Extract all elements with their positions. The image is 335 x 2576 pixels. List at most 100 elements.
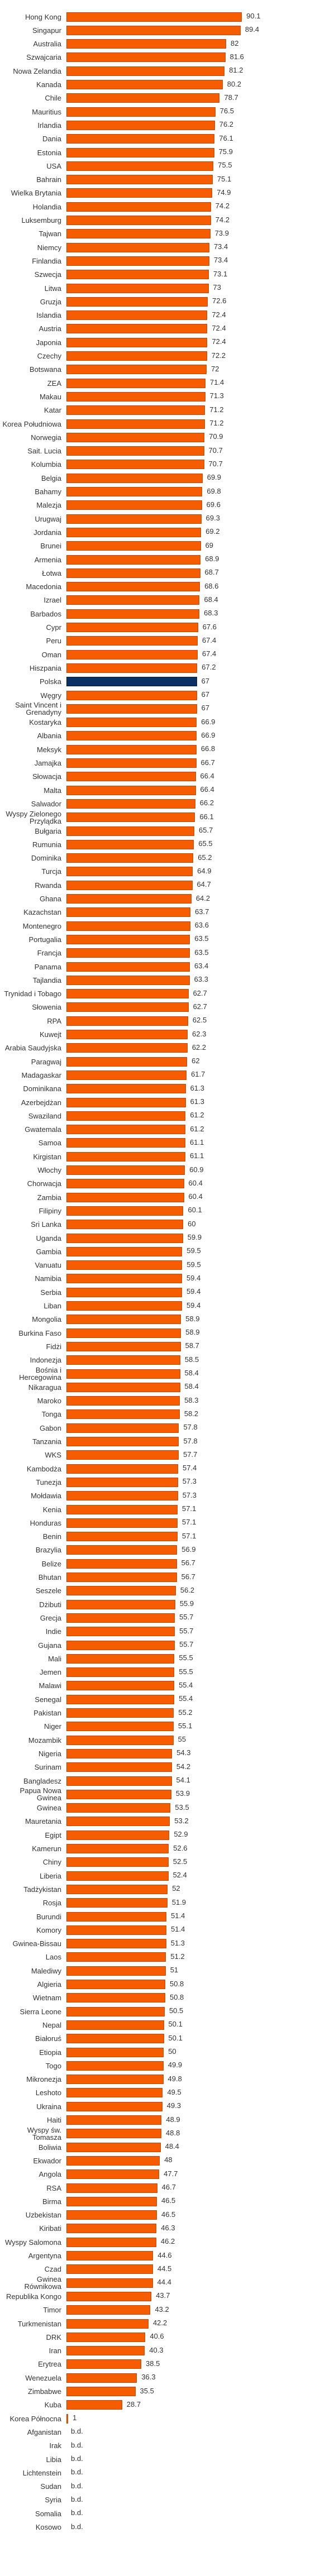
bar bbox=[66, 1722, 174, 1732]
category-label: Niger bbox=[44, 1722, 61, 1731]
value-label: b.d. bbox=[71, 2440, 83, 2449]
category-label: Estonia bbox=[37, 148, 61, 157]
value-label: 60.9 bbox=[189, 1165, 204, 1174]
category-label: Libia bbox=[46, 2455, 61, 2464]
category-label-box: Bahamy bbox=[0, 484, 61, 500]
category-label-box: Wielka Brytania bbox=[0, 185, 61, 201]
category-label-box: Estonia bbox=[0, 145, 61, 160]
category-label: Kanada bbox=[36, 80, 61, 89]
bar bbox=[66, 595, 200, 605]
value-label: 54.3 bbox=[176, 1748, 191, 1757]
category-label: Nepal bbox=[42, 2020, 61, 2029]
category-label: Gwinea Równikowa bbox=[24, 2275, 61, 2291]
category-label: Chorwacja bbox=[27, 1179, 61, 1188]
category-label: Rosja bbox=[42, 1899, 61, 1908]
bar bbox=[66, 1369, 180, 1379]
value-label: 64.2 bbox=[195, 893, 210, 902]
category-label-box: Afganistan bbox=[0, 2424, 61, 2440]
bar bbox=[66, 894, 192, 904]
bar bbox=[66, 1599, 175, 1609]
value-label: 44.6 bbox=[157, 2250, 172, 2259]
category-label: Tajwan bbox=[39, 230, 61, 238]
bar bbox=[66, 1830, 170, 1840]
bar bbox=[66, 297, 208, 307]
value-label: 62.7 bbox=[193, 988, 207, 997]
category-label: Namibia bbox=[35, 1274, 61, 1283]
bar bbox=[66, 527, 202, 537]
category-label-box: Bośnia i Hercegowina bbox=[0, 1366, 61, 1382]
category-label: Saint Vincent i Grenadyny bbox=[15, 701, 61, 717]
value-label: 51.4 bbox=[171, 1925, 185, 1934]
category-label: Korea Północna bbox=[9, 2414, 61, 2423]
bar bbox=[66, 2156, 160, 2166]
bar bbox=[66, 1898, 168, 1908]
category-label-box: Pakistan bbox=[0, 1705, 61, 1721]
category-label-box: Oman bbox=[0, 647, 61, 662]
category-label-box: Kamerun bbox=[0, 1841, 61, 1857]
category-label: Ukraina bbox=[36, 2102, 61, 2111]
bar bbox=[66, 704, 197, 714]
bar bbox=[66, 1504, 178, 1514]
bar bbox=[66, 147, 214, 157]
bar bbox=[66, 1151, 185, 1162]
category-label: Indonezja bbox=[30, 1356, 61, 1365]
value-label: 67.2 bbox=[202, 663, 216, 672]
value-label: 71.2 bbox=[209, 419, 224, 427]
bar bbox=[66, 446, 204, 456]
category-label: Irlandia bbox=[37, 121, 61, 130]
category-label: Tonga bbox=[41, 1410, 61, 1419]
category-label: Szwecja bbox=[34, 270, 61, 279]
category-label: Bułgaria bbox=[35, 826, 61, 835]
category-label-box: Birma bbox=[0, 2193, 61, 2209]
value-label: b.d. bbox=[71, 2481, 83, 2490]
bar bbox=[66, 1681, 175, 1691]
bar bbox=[66, 826, 195, 836]
category-label-box: Saint Vincent i Grenadyny bbox=[0, 701, 61, 716]
bar bbox=[66, 1328, 181, 1338]
value-label: 57.3 bbox=[182, 1477, 197, 1486]
bar bbox=[66, 310, 208, 321]
category-label: Kostaryka bbox=[29, 718, 61, 727]
bar bbox=[66, 1694, 175, 1704]
bar bbox=[66, 649, 198, 659]
category-label: Uzbekistan bbox=[25, 2211, 61, 2220]
category-label-box: Polska bbox=[0, 674, 61, 690]
category-label: Grecja bbox=[40, 1613, 61, 1622]
category-label: Kolumbia bbox=[31, 460, 61, 469]
category-label: Gwinea bbox=[36, 1804, 61, 1813]
value-label: 55.5 bbox=[179, 1653, 193, 1662]
category-label: Macedonia bbox=[26, 582, 61, 591]
value-label: 56.2 bbox=[180, 1585, 195, 1594]
category-label-box: Dżibuti bbox=[0, 1597, 61, 1612]
bar bbox=[66, 2183, 157, 2193]
category-label: Kiribati bbox=[39, 2224, 61, 2233]
category-label-box: Kazachstan bbox=[0, 905, 61, 920]
value-label: b.d. bbox=[71, 2454, 83, 2463]
value-label: 60.4 bbox=[188, 1192, 203, 1201]
category-label: Nikaragua bbox=[28, 1383, 61, 1392]
value-label: 61.1 bbox=[189, 1151, 204, 1160]
category-label-box: Azerbejdżan bbox=[0, 1095, 61, 1110]
value-label: 48.4 bbox=[165, 2142, 179, 2151]
bar bbox=[66, 419, 205, 429]
category-label-box: Sait. Lucia bbox=[0, 443, 61, 459]
value-label: 60.1 bbox=[188, 1206, 202, 1215]
bar bbox=[66, 107, 216, 117]
value-label: 72.4 bbox=[212, 310, 226, 319]
category-label: Wenezuela bbox=[25, 2373, 61, 2382]
category-label-box: Indonezja bbox=[0, 1352, 61, 1368]
category-label: Bośnia i Hercegowina bbox=[19, 1366, 61, 1382]
bar bbox=[66, 161, 214, 171]
value-label: 58.3 bbox=[184, 1395, 199, 1404]
category-label-box: Benin bbox=[0, 1529, 61, 1545]
bar bbox=[66, 1125, 186, 1135]
bar bbox=[66, 500, 202, 510]
category-label: Birma bbox=[42, 2197, 61, 2206]
bar bbox=[66, 934, 190, 944]
category-label: Meksyk bbox=[36, 745, 61, 754]
category-label: Mołdawia bbox=[31, 1492, 61, 1500]
category-label: Kambodża bbox=[26, 1464, 61, 1473]
category-label-box: Zimbabwe bbox=[0, 2384, 61, 2400]
bar bbox=[66, 1966, 166, 1976]
category-label: Paragwaj bbox=[31, 1057, 61, 1066]
